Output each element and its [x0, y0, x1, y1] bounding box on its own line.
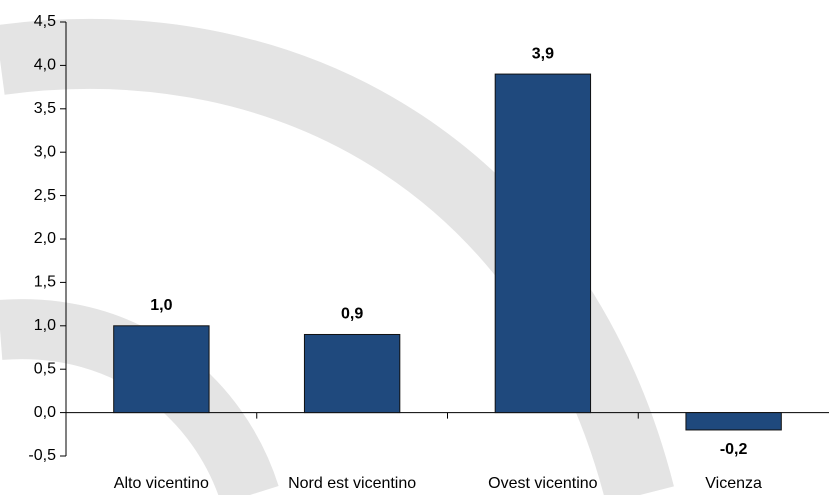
value-label: 1,0	[150, 297, 172, 314]
watermark-arc	[0, 18, 674, 495]
bar	[494, 73, 592, 414]
y-tick-label: 4,0	[34, 57, 56, 74]
y-tick-label: 3,5	[34, 100, 56, 117]
x-tick-label: Ovest vicentino	[488, 475, 597, 492]
value-label: 3,9	[532, 45, 554, 62]
x-tick-label: Nord est vicentino	[288, 475, 416, 492]
bar	[303, 333, 401, 414]
bar	[113, 325, 210, 414]
y-tick-label: -0,5	[28, 447, 56, 464]
y-tick-label: 1,5	[34, 274, 56, 291]
y-tick-label: 0,5	[34, 360, 56, 377]
y-tick-label: 2,5	[34, 187, 56, 204]
y-tick-label: 0,0	[34, 404, 56, 421]
y-tick-label: 4,5	[34, 13, 56, 30]
y-tick-label: 3,0	[34, 143, 56, 160]
x-tick-label: Alto vicentino	[114, 475, 209, 492]
y-tick-label: 1,0	[34, 317, 56, 334]
y-tick-label: 2,0	[34, 230, 56, 247]
x-tick-label: Vicenza	[705, 475, 762, 492]
value-label: -0,2	[720, 441, 748, 458]
bar	[685, 412, 782, 431]
value-label: 0,9	[341, 306, 363, 323]
